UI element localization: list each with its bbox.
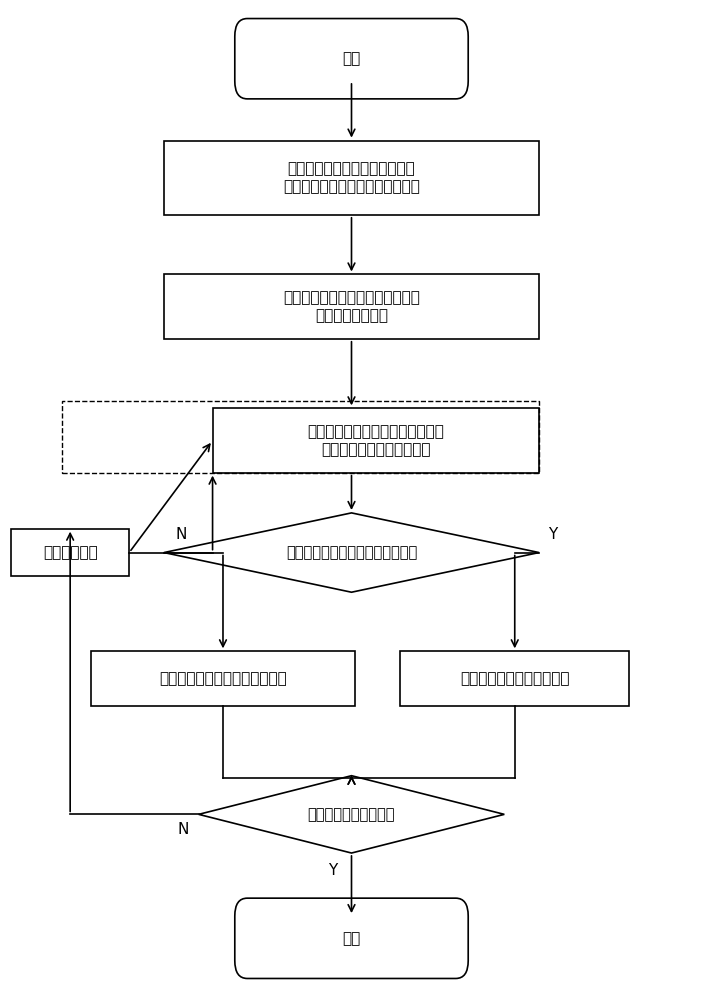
Bar [212, 408, 539, 473]
FancyBboxPatch shape [235, 898, 468, 978]
Text: N: N [176, 527, 187, 542]
Bar [400, 651, 629, 706]
Text: 输出该圈次下的划分及观测方案: 输出该圈次下的划分及观测方案 [159, 671, 287, 686]
Text: 进行目标的可见性计算，依据圈次
记录可见时间窗口: 进行目标的可见性计算，依据圈次 记录可见时间窗口 [283, 290, 420, 323]
Text: 目前最优划分及观测方案是否为空: 目前最优划分及观测方案是否为空 [286, 545, 417, 560]
Polygon shape [164, 513, 539, 592]
Text: Y: Y [328, 863, 337, 878]
Text: 结束: 结束 [342, 931, 361, 946]
Text: 所有圈次划分是否完毕: 所有圈次划分是否完毕 [308, 807, 395, 822]
Text: 对于给定圈次，采用角度步进的旋
转划分算法对目标进行划分: 对于给定圈次，采用角度步进的旋 转划分算法对目标进行划分 [307, 424, 444, 457]
Bar [91, 651, 355, 706]
Bar [164, 274, 539, 339]
Text: N: N [178, 822, 189, 837]
Text: 开始: 开始 [342, 51, 361, 66]
Bar [62, 401, 539, 473]
Text: 该圈次非沿迹成像无法完成: 该圈次非沿迹成像无法完成 [460, 671, 569, 686]
Bar [164, 141, 539, 215]
Bar [11, 529, 129, 576]
FancyBboxPatch shape [235, 19, 468, 99]
Text: Y: Y [548, 527, 557, 542]
Polygon shape [199, 776, 504, 853]
Text: 进入下一圈次: 进入下一圈次 [43, 545, 98, 560]
Text: 获取区域目标信息、卫星轨道信
息、卫星能力信息、划分周期信息: 获取区域目标信息、卫星轨道信 息、卫星能力信息、划分周期信息 [283, 162, 420, 194]
